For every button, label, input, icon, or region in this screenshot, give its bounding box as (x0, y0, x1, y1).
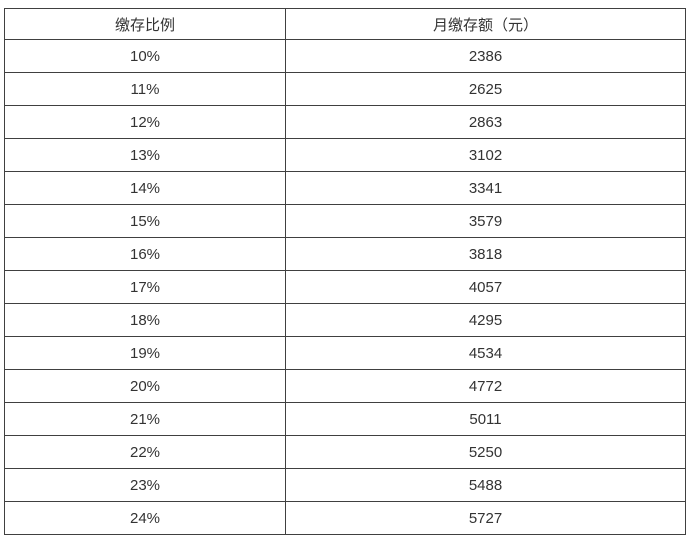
header-row: 缴存比例 月缴存额（元） (4, 8, 686, 40)
table-row: 24% 5727 (4, 501, 686, 535)
ratio-cell: 17% (4, 270, 286, 304)
amount-cell: 3102 (285, 138, 686, 172)
ratio-cell: 16% (4, 237, 286, 271)
contribution-table: 缴存比例 月缴存额（元） 10% 2386 11% 2625 12% 2863 13% 310… (4, 8, 686, 535)
table-row: 13% 3102 (4, 138, 686, 172)
table-row: 20% 4772 (4, 369, 686, 403)
ratio-cell: 14% (4, 171, 286, 205)
ratio-cell: 22% (4, 435, 286, 469)
amount-cell: 5488 (285, 468, 686, 502)
table-row: 11% 2625 (4, 72, 686, 106)
amount-cell: 4057 (285, 270, 686, 304)
table-row: 23% 5488 (4, 468, 686, 502)
column-header-ratio: 缴存比例 (4, 8, 286, 40)
ratio-cell: 18% (4, 303, 286, 337)
amount-cell: 5250 (285, 435, 686, 469)
table-row: 21% 5011 (4, 402, 686, 436)
table-row: 14% 3341 (4, 171, 686, 205)
table-row: 19% 4534 (4, 336, 686, 370)
amount-cell: 3579 (285, 204, 686, 238)
amount-cell: 3341 (285, 171, 686, 205)
ratio-cell: 12% (4, 105, 286, 139)
table-row: 18% 4295 (4, 303, 686, 337)
table-row: 16% 3818 (4, 237, 686, 271)
table-body: 10% 2386 11% 2625 12% 2863 13% 3102 14% 3341 15% 35… (4, 39, 686, 535)
ratio-cell: 20% (4, 369, 286, 403)
table-row: 10% 2386 (4, 39, 686, 73)
amount-cell: 3818 (285, 237, 686, 271)
column-header-amount: 月缴存额（元） (285, 8, 686, 40)
ratio-cell: 24% (4, 501, 286, 535)
ratio-cell: 10% (4, 39, 286, 73)
amount-cell: 2625 (285, 72, 686, 106)
ratio-cell: 19% (4, 336, 286, 370)
amount-cell: 4772 (285, 369, 686, 403)
table-row: 15% 3579 (4, 204, 686, 238)
table-row: 17% 4057 (4, 270, 686, 304)
table-row: 12% 2863 (4, 105, 686, 139)
ratio-cell: 23% (4, 468, 286, 502)
amount-cell: 2863 (285, 105, 686, 139)
ratio-cell: 21% (4, 402, 286, 436)
ratio-cell: 15% (4, 204, 286, 238)
amount-cell: 4534 (285, 336, 686, 370)
amount-cell: 5011 (285, 402, 686, 436)
ratio-cell: 11% (4, 72, 286, 106)
amount-cell: 4295 (285, 303, 686, 337)
amount-cell: 5727 (285, 501, 686, 535)
ratio-cell: 13% (4, 138, 286, 172)
amount-cell: 2386 (285, 39, 686, 73)
table-row: 22% 5250 (4, 435, 686, 469)
